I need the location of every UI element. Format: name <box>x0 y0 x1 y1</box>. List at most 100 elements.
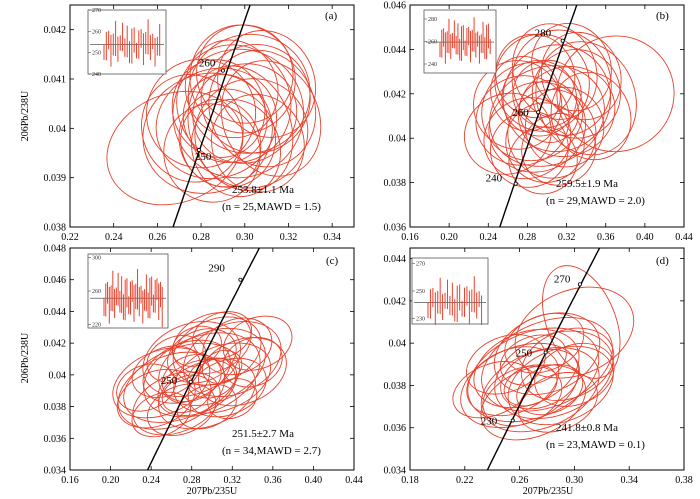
concordia-age-marker <box>238 277 243 282</box>
error-ellipse <box>201 349 243 384</box>
age-result-stats: (n = 34,MAWD = 2.7) <box>222 445 321 457</box>
inset-tick-label: 220 <box>92 323 101 329</box>
y-tick-label: 0.042 <box>384 296 407 307</box>
error-ellipse <box>521 113 597 186</box>
error-ellipse <box>463 92 552 175</box>
error-ellipse <box>173 342 272 414</box>
age-result-stats: (n = 23,MAWD = 0.1) <box>546 439 645 451</box>
concordia-line <box>172 5 251 227</box>
error-ellipse <box>534 342 615 407</box>
x-tick-label: 0.26 <box>511 475 529 486</box>
error-ellipse <box>475 75 570 166</box>
x-tick-label: 0.28 <box>192 232 210 243</box>
ellipse-group <box>452 265 635 441</box>
error-ellipse <box>157 359 237 416</box>
concordia-age-label: 290 <box>208 263 225 275</box>
x-tick-label: 0.36 <box>597 232 615 243</box>
error-ellipse <box>141 74 244 183</box>
y-tick-label: 0.042 <box>44 25 67 36</box>
inset-tick-label: 270 <box>92 8 101 14</box>
error-ellipse <box>481 316 613 412</box>
inset-tick-label: 270 <box>416 262 425 268</box>
x-tick-label: 0.20 <box>102 475 120 486</box>
x-tick-label: 0.44 <box>345 475 363 486</box>
concordia-age-marker <box>196 148 201 153</box>
inset-age-plot: 230 250 270 <box>411 257 489 326</box>
panel-label: (d) <box>656 255 669 267</box>
error-ellipse <box>512 59 582 128</box>
concordia-age-marker <box>220 68 225 73</box>
y-tick-label: 0.044 <box>44 307 67 318</box>
x-tick-label: 0.40 <box>305 475 323 486</box>
concordia-line <box>499 5 578 227</box>
y-tick-label: 0.042 <box>384 89 407 100</box>
ellipse-group <box>106 24 322 206</box>
x-tick-label: 0.44 <box>675 232 693 243</box>
y-tick-label: 0.042 <box>44 339 67 350</box>
error-ellipse <box>207 378 258 420</box>
x-tick-label: 0.40 <box>636 232 654 243</box>
error-ellipse <box>494 330 614 420</box>
error-ellipse <box>142 321 241 397</box>
error-ellipse <box>222 315 293 371</box>
y-tick-label: 0.046 <box>44 275 67 286</box>
panel-d: 230 250 270 0.18 0.22 0.26 0.30 0.34 0.38 0.034 0.… <box>384 247 693 497</box>
y-tick-label: 0.041 <box>44 75 67 86</box>
y-tick-label: 0.04 <box>49 124 67 135</box>
x-tick-label: 0.28 <box>183 475 201 486</box>
error-ellipse <box>542 265 621 379</box>
y-tick-label: 0.04 <box>389 134 407 145</box>
y-axis-label: 206Pb/238U <box>20 90 31 141</box>
concordia-age-label: 270 <box>554 273 571 285</box>
concordia-age-label: 250 <box>195 151 212 163</box>
concordia-age-label: 260 <box>199 58 216 70</box>
error-ellipse <box>142 339 231 404</box>
age-result: 259.5±1.9 Ma <box>556 178 618 190</box>
error-ellipse <box>177 383 237 430</box>
error-ellipse <box>499 334 567 386</box>
x-axis-label: 207Pb/235U <box>523 486 574 497</box>
inset-tick-label: 240 <box>428 62 437 68</box>
error-ellipse <box>178 88 276 188</box>
error-ellipse <box>208 49 317 168</box>
concordia-age-marker <box>577 282 582 287</box>
error-ellipse <box>161 354 222 403</box>
error-ellipse <box>520 327 615 401</box>
error-ellipse <box>516 364 584 416</box>
inset-age-plot: 220 260 300 <box>87 253 169 329</box>
error-ellipse <box>550 71 632 161</box>
concordia-age-marker <box>510 418 515 423</box>
error-ellipse <box>131 391 191 438</box>
x-tick-label: 0.36 <box>264 475 282 486</box>
error-ellipse <box>504 312 585 374</box>
y-tick-label: 0.036 <box>44 434 67 445</box>
ellipse-group <box>463 23 675 195</box>
plot-frame <box>409 247 685 471</box>
concordia-age-marker <box>188 379 193 384</box>
error-ellipse <box>191 99 282 198</box>
error-ellipse <box>514 286 635 379</box>
panel-label: (a) <box>325 10 338 22</box>
error-ellipse <box>556 35 675 153</box>
error-ellipse <box>189 24 296 134</box>
error-ellipse <box>503 364 558 407</box>
error-ellipse <box>163 103 261 203</box>
inset-tick-label: 260 <box>92 29 101 35</box>
error-ellipse <box>187 33 311 154</box>
panel-label: (c) <box>326 255 339 267</box>
error-ellipse <box>494 33 590 132</box>
panel-c: 250 290 0.16 0.20 0.24 0.28 0.32 0.36 0.40 0.44 0.… <box>20 244 363 498</box>
x-tick-label: 0.32 <box>280 232 298 243</box>
y-tick-label: 0.044 <box>384 254 407 265</box>
age-result-stats: (n = 29,MAWD = 2.0) <box>546 195 645 207</box>
concordia-age-marker <box>536 110 541 115</box>
error-ellipse <box>220 60 322 177</box>
error-ellipse <box>184 39 279 139</box>
panel-a: 250 260 0.22 0.24 0.26 0.28 0.30 0.32 0.34 0.038 0… <box>20 4 355 243</box>
error-ellipse <box>106 90 244 206</box>
x-tick-label: 0.32 <box>224 475 242 486</box>
concordia-group <box>146 248 261 470</box>
concordia-age-label: 280 <box>535 28 552 40</box>
error-ellipse <box>117 351 226 430</box>
